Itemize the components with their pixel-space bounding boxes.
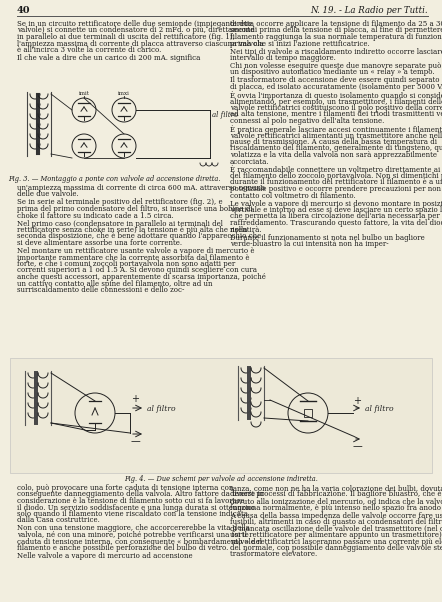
Text: verticale e intorno ad esse si deve lasciare un certo spazio libero: verticale e intorno ad esse si deve lasc…: [230, 206, 442, 214]
Text: correnti superiori a 1 od 1.5 A. Si devono quindi scegliere con cura: correnti superiori a 1 od 1.5 A. Si devo…: [17, 267, 257, 275]
Text: +: +: [353, 396, 361, 406]
Text: seconda disposizione, che è bene adottare quando l'apparecchio che: seconda disposizione, che è bene adottar…: [17, 232, 261, 241]
Text: Il che vale a dire che un carico di 200 mA. significa: Il che vale a dire che un carico di 200 …: [17, 54, 200, 62]
Text: valvola, né con una minore, poiché potrebbe verificarsi una forte: valvola, né con una minore, poiché potre…: [17, 531, 249, 539]
Text: delle due valvole.: delle due valvole.: [17, 190, 79, 199]
Text: Nelle valvole a vapore di mercurio ad accensione: Nelle valvole a vapore di mercurio ad ac…: [17, 552, 193, 560]
Text: contatto col voltmetro di filamento.: contatto col voltmetro di filamento.: [230, 191, 356, 199]
Text: potenziale positivo e occorre prendere precauzioni per non venire in: potenziale positivo e occorre prendere p…: [230, 185, 442, 193]
Text: un cattivo contatto alle spine del filamento, oltre ad un: un cattivo contatto alle spine del filam…: [17, 279, 213, 288]
Text: riscaldamento del filamento, generalmente di tungsteno, questo non: riscaldamento del filamento, generalment…: [230, 144, 442, 152]
Text: intervallo di tempo maggiore.: intervallo di tempo maggiore.: [230, 54, 336, 62]
Text: Il trasformatore di accensione deve essere quindi separato da quello: Il trasformatore di accensione deve esse…: [230, 76, 442, 84]
Text: fusibili, altrimenti in caso di guasto ai condensatori del filtro o: fusibili, altrimenti in caso di guasto a…: [230, 518, 442, 526]
Text: dovuto alla ionizzazione del mercurio, od indica che la valvola: dovuto alla ionizzazione del mercurio, o…: [230, 497, 442, 505]
Text: risentirà.: risentirà.: [230, 226, 263, 234]
Text: al filtro: al filtro: [147, 405, 175, 413]
Text: —: —: [352, 441, 362, 451]
Text: Se in un circuito rettificatore delle due semionde (impiegante due: Se in un circuito rettificatore delle du…: [17, 20, 252, 28]
Text: È pratica generale lasciare accesi continuamente i filamenti delle: È pratica generale lasciare accesi conti…: [230, 125, 442, 134]
Text: ad alta tensione, mentre i filamenti dei triodi trasmittenti vengono: ad alta tensione, mentre i filamenti dei…: [230, 111, 442, 119]
Text: del normale, con possibile danneggiamento delle valvole stesse e del: del normale, con possibile danneggiament…: [230, 544, 442, 552]
Text: surriscaldamento delle connessioni e dello zoc-: surriscaldamento delle connessioni e del…: [17, 286, 184, 294]
Bar: [10, 358, 432, 473]
Text: +: +: [131, 394, 139, 404]
Text: di mancata oscillazione delle valvole del trasmettitore (nel caso si: di mancata oscillazione delle valvole de…: [230, 524, 442, 533]
Text: prima che si inizi l'azione rettificatrice.: prima che si inizi l'azione rettificatri…: [230, 40, 370, 48]
Text: un dispositivo automatico mediante un « relay » a tempo.: un dispositivo automatico mediante un « …: [230, 69, 434, 76]
Text: al filtro: al filtro: [365, 405, 394, 413]
Text: choke il fattore su indicato cade a 1.5 circa.: choke il fattore su indicato cade a 1.5 …: [17, 211, 174, 220]
Text: durante il funzionamento del rettificatore il filamento è a un alto: durante il funzionamento del rettificato…: [230, 179, 442, 187]
Text: un'ampiezza massima di corrente di circa 600 mA. attraverso ognuna: un'ampiezza massima di corrente di circa…: [17, 184, 265, 192]
Text: di placca, ed isolato accuratamente (isolamento per 5000 V.).: di placca, ed isolato accuratamente (iso…: [230, 83, 442, 91]
Text: connessi al polo negativo dell'alta tensione.: connessi al polo negativo dell'alta tens…: [230, 117, 385, 125]
Text: Non con una tensione maggiore, che accorcererebbe la vita della: Non con una tensione maggiore, che accor…: [17, 524, 250, 533]
Text: volatizza e la vita della valvola non sarà apprezzabilmente: volatizza e la vita della valvola non sa…: [230, 151, 437, 159]
Text: È raccomandabile connettere un voltmetro direttamente ai terminali: È raccomandabile connettere un voltmetro…: [230, 166, 442, 173]
Text: Nei tipi di valvole a riscaldamento indiretto occorre lasciare un: Nei tipi di valvole a riscaldamento indi…: [230, 48, 442, 55]
Text: tanza, come non ne ha la varia colorazione dei bulbi, dovuta ai: tanza, come non ne ha la varia colorazio…: [230, 484, 442, 492]
Text: forte, e che i comuni zoccoli portavalvola non sono adatti per: forte, e che i comuni zoccoli portavalvo…: [17, 260, 235, 268]
Text: È ovvia l'importanza di questo isolamento quando si consideri che: È ovvia l'importanza di questo isolament…: [230, 91, 442, 100]
Text: dalla Casa costruttrice.: dalla Casa costruttrice.: [17, 517, 100, 524]
Text: diretta occorre applicare la tensione di filamento da 25 a 30: diretta occorre applicare la tensione di…: [230, 20, 442, 28]
Text: A causa della bassa impedenza delle valvole occorre fare uso di: A causa della bassa impedenza delle valv…: [230, 512, 442, 520]
Text: filamento raggiunga la sua normale temperatura di funzionamento: filamento raggiunga la sua normale tempe…: [230, 33, 442, 41]
Text: pause di trasmissione. A causa della bassa temperatura di: pause di trasmissione. A causa della bas…: [230, 138, 437, 146]
Text: Nel montare un rettificatore usante valvole a vapore di mercurio è: Nel montare un rettificatore usante valv…: [17, 247, 255, 255]
Text: il diodo. Un servizio soddisfacente e una lunga durata si ottengono: il diodo. Un servizio soddisfacente e un…: [17, 503, 255, 512]
Text: N. 19. - La Radio per Tutti.: N. 19. - La Radio per Tutti.: [310, 6, 428, 15]
Text: Le valvole a vapore di mercurio si devono montare in posizione: Le valvole a vapore di mercurio si devon…: [230, 199, 442, 208]
Text: caduta di tensione interna, con conseguente « bombardamento » del: caduta di tensione interna, con consegue…: [17, 538, 262, 545]
Text: Durante il funzionamento si nota nel bulbo un bagliore: Durante il funzionamento si nota nel bul…: [230, 234, 425, 241]
Text: importante rammentare che la corrente assorbita dal filamento è: importante rammentare che la corrente as…: [17, 253, 249, 261]
Text: in parallelo ai due terminali di uscita del rettificatore (fig. 1),: in parallelo ai due terminali di uscita …: [17, 33, 235, 41]
Text: l'ampiezza massima di corrente di placca attraverso ciascuna valvola: l'ampiezza massima di corrente di placca…: [17, 40, 263, 48]
Text: filamento e anche possibile perforazione del bulbo di vetro.: filamento e anche possibile perforazione…: [17, 544, 229, 552]
Text: Fig. 4. — Due schemi per valvole ad accensione indiretta.: Fig. 4. — Due schemi per valvole ad acce…: [124, 475, 318, 483]
Text: imit: imit: [79, 91, 89, 96]
Text: —: —: [130, 436, 140, 446]
Text: imxi: imxi: [118, 91, 130, 96]
Text: funziona normalmente, è più intenso nello spazio fra anodo e catodo.: funziona normalmente, è più intenso nell…: [230, 503, 442, 512]
Text: colo, può provocare una forte caduta di tensione interna con: colo, può provocare una forte caduta di …: [17, 484, 233, 492]
Text: rettificatore senza choke in serie) la tensione è più alta che nella: rettificatore senza choke in serie) la t…: [17, 226, 248, 234]
Text: alimentando, per esempio, un trasmettitore, i filamenti delle: alimentando, per esempio, un trasmettito…: [230, 98, 442, 105]
Text: trasformatore elevatore.: trasformatore elevatore.: [230, 550, 317, 559]
Text: 40: 40: [17, 6, 30, 15]
Text: conseguente danneggiamento della valvola. Altro fattore da tenere in: conseguente danneggiamento della valvola…: [17, 491, 264, 498]
Text: solo quando il filamento viene riscaldato con la tensione indicata: solo quando il filamento viene riscaldat…: [17, 510, 248, 518]
Text: diversi processi di fabbricazione. Il bagliore bluastro, che è: diversi processi di fabbricazione. Il ba…: [230, 491, 442, 498]
Text: al filtro: al filtro: [212, 111, 238, 119]
Text: che permetta la libera circolazione dell'aria necessaria per il: che permetta la libera circolazione dell…: [230, 213, 442, 220]
Text: Fig. 3. — Montaggio a ponte con valvole ad accensione diretta.: Fig. 3. — Montaggio a ponte con valvole …: [8, 175, 221, 183]
Text: è all'incirca 3 volte la corrente di carico.: è all'incirca 3 volte la corrente di car…: [17, 46, 161, 54]
Text: raffreddamento. Trascurando questo fattore, la vita del diodo ne: raffreddamento. Trascurando questo fatto…: [230, 219, 442, 227]
Text: anche questi accessori, apparentemente di scarsa importanza, poiché: anche questi accessori, apparentemente d…: [17, 273, 266, 281]
Text: verde-bluastro la cui intensità non ha imper-: verde-bluastro la cui intensità non ha i…: [230, 240, 389, 248]
Text: secondi prima della tensione di placca, al fine di permettere che il: secondi prima della tensione di placca, …: [230, 26, 442, 34]
Text: prima del primo condensatore del filtro, si inserisce una bobina di: prima del primo condensatore del filtro,…: [17, 205, 253, 213]
Text: Chi non volesse eseguire queste due manovre separate può realizzare: Chi non volesse eseguire queste due mano…: [230, 62, 442, 70]
Text: si deve alimentare assorbe una forte corrente.: si deve alimentare assorbe una forte cor…: [17, 239, 182, 247]
Text: Nel primo caso (condensatore in parallelo ai terminali del: Nel primo caso (condensatore in parallel…: [17, 220, 223, 228]
Text: considerazione è la tensione di filamento sotto cui si fa lavorare: considerazione è la tensione di filament…: [17, 497, 244, 505]
Text: usi il rettificatore per alimentare appunto un trasmettitore), le: usi il rettificatore per alimentare appu…: [230, 531, 442, 539]
Text: valvole) si connette un condensatore di 2 mFd. o più, direttamente: valvole) si connette un condensatore di …: [17, 26, 255, 34]
Text: Se in serie al terminale positivo del rettificatore (fig. 2), e: Se in serie al terminale positivo del re…: [17, 199, 223, 206]
Text: del filamento dello zoccolo portavalvola. Non si dimentichi però che: del filamento dello zoccolo portavalvola…: [230, 172, 442, 180]
Text: valvole rettificatrici alimentanti un trasmettitore anche nelle: valvole rettificatrici alimentanti un tr…: [230, 131, 442, 140]
Text: accorciata.: accorciata.: [230, 158, 270, 166]
Text: valvole rettificatrici lasceranno passare una corrente più elevata: valvole rettificatrici lasceranno passar…: [230, 538, 442, 545]
Text: valvole rettificatrici costituiscono il polo positivo della corrente: valvole rettificatrici costituiscono il …: [230, 104, 442, 112]
Bar: [304, 409, 312, 417]
